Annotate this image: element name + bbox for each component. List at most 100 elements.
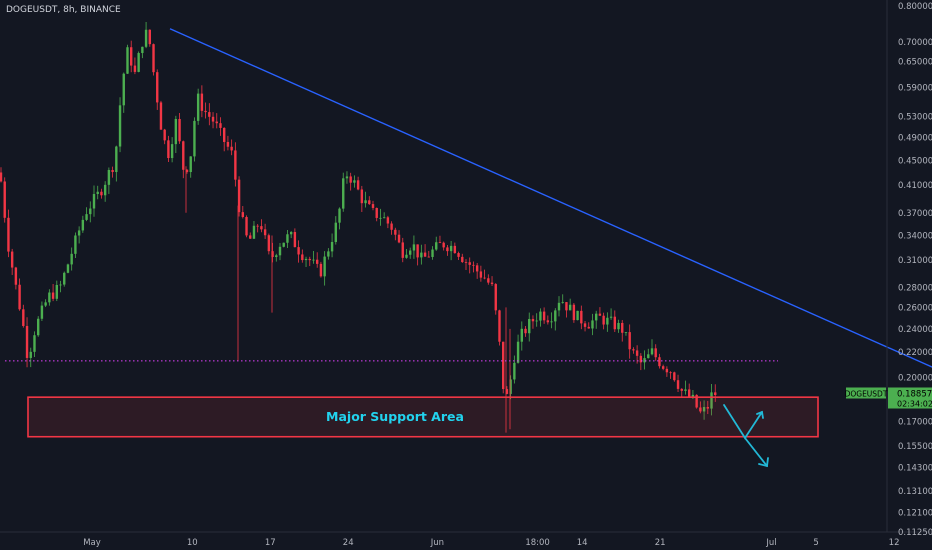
candle-body [182, 141, 185, 170]
candle-body [196, 93, 200, 121]
candle-body [92, 194, 96, 209]
candle-body [647, 354, 650, 359]
candle-body [275, 255, 278, 258]
candle-body [334, 222, 337, 242]
candle [568, 298, 572, 311]
candle [77, 226, 81, 244]
candle-body [580, 310, 583, 324]
candle-body [550, 321, 553, 323]
candle [29, 347, 32, 368]
candle [66, 263, 70, 274]
candle-body [568, 304, 572, 311]
candle-body [453, 245, 457, 254]
candle [416, 244, 419, 266]
candle [375, 207, 378, 222]
candle-body [613, 316, 616, 330]
candle-body [609, 316, 613, 318]
candle [472, 261, 475, 273]
candle [394, 227, 397, 241]
candle [193, 117, 196, 162]
price-axis[interactable]: 0.80000 0.70000 0.65000 0.59000 0.53000 0.490… [898, 2, 932, 538]
candle [170, 137, 174, 163]
candle-body [617, 322, 620, 330]
candle [330, 233, 334, 258]
candle-body [133, 65, 137, 72]
candle-body [598, 313, 602, 316]
candle [256, 224, 259, 233]
candle-body [591, 320, 594, 329]
candle-body [170, 144, 174, 159]
candle-body [438, 242, 442, 244]
candle [226, 135, 230, 151]
candle-body [223, 127, 226, 142]
candle-body [219, 123, 222, 128]
candle-body [487, 278, 490, 283]
candle [412, 235, 416, 259]
y-tick-label: 0.49000 [898, 133, 932, 143]
y-tick-label: 0.14300 [898, 464, 932, 474]
candle-body [379, 217, 382, 219]
candle-body [632, 349, 635, 351]
candle [3, 177, 6, 223]
candle [159, 100, 163, 130]
candle [118, 97, 122, 153]
candle [561, 294, 564, 304]
y-tick-label: 0.24000 [898, 325, 932, 335]
candle-body [96, 191, 99, 195]
candle-body [572, 304, 576, 321]
candle-body [211, 116, 215, 122]
candle [520, 321, 523, 351]
candle-body [25, 325, 29, 358]
candle-body [316, 259, 319, 264]
candle-body [561, 302, 564, 303]
candle [661, 364, 665, 371]
candle [141, 46, 144, 59]
x-tick-label: 5 [813, 538, 818, 548]
candle [353, 175, 356, 188]
candle [446, 245, 449, 256]
candles-layer [0, 21, 717, 433]
candle-body [479, 271, 483, 278]
candle [156, 69, 159, 110]
price-tag-countdown: 02:34:02 [897, 400, 932, 409]
candle-body [118, 105, 122, 147]
candle [427, 250, 430, 258]
candle-body [297, 247, 300, 255]
candle-body [691, 394, 695, 397]
candle-body [364, 200, 367, 204]
candle-body [490, 282, 494, 285]
candle-body [375, 207, 378, 218]
candle-body [565, 302, 568, 311]
candle [96, 185, 99, 200]
candle [44, 299, 47, 308]
candle-body [397, 234, 401, 243]
candle-body [382, 217, 386, 219]
candle-body [319, 263, 323, 277]
candle [475, 262, 479, 279]
candle-body [423, 252, 427, 257]
candle-body [85, 214, 88, 220]
candle [345, 171, 349, 184]
candle-body [126, 47, 129, 74]
candle [267, 233, 271, 255]
candle [360, 185, 364, 212]
y-tick-label: 0.45000 [898, 156, 932, 166]
candle-body [230, 146, 233, 151]
candle [122, 72, 125, 113]
candle [364, 191, 367, 208]
candle-body [107, 170, 111, 185]
candle-body [260, 226, 263, 230]
candle [676, 374, 680, 392]
candle [490, 276, 494, 286]
candle-body [77, 230, 81, 236]
candle-body [89, 208, 92, 215]
candle-body [148, 29, 151, 45]
candle-body [676, 380, 680, 389]
y-tick-label: 0.26000 [898, 303, 932, 313]
candle [554, 308, 557, 331]
candle-body [706, 407, 709, 409]
symbol-title[interactable]: DOGEUSDT, 8h, BINANCE [6, 5, 121, 15]
candle-body [684, 389, 687, 391]
